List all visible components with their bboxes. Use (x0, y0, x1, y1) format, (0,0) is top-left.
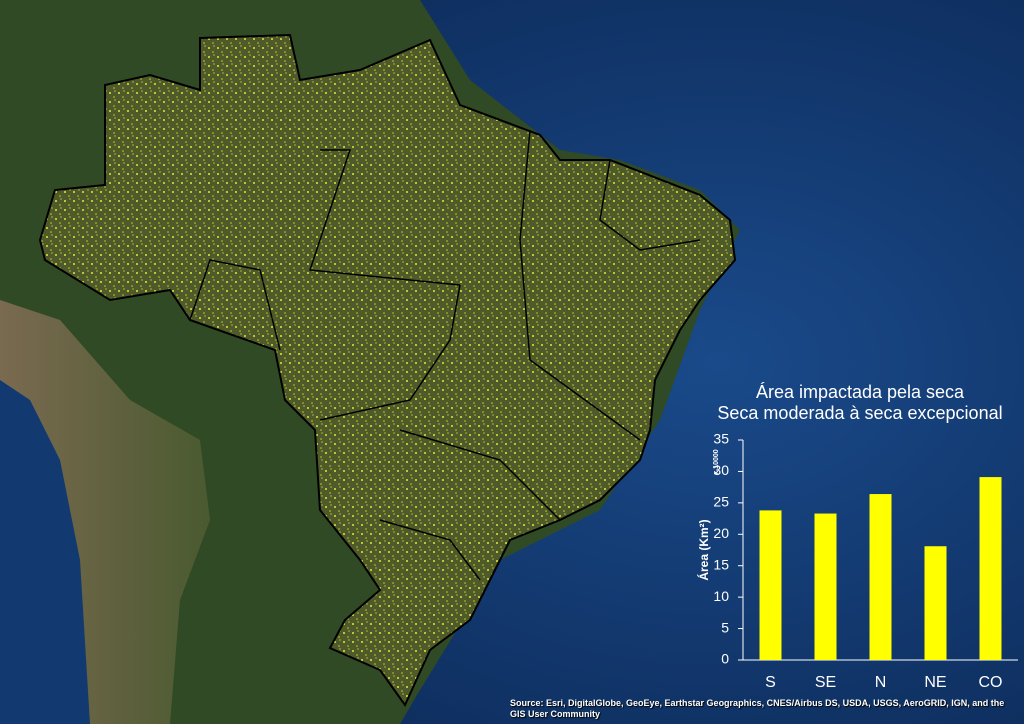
y-tick-label: 0 (721, 651, 729, 667)
bar (814, 513, 837, 660)
x-tick-label: N (875, 674, 887, 691)
x-tick-label: SE (815, 674, 836, 691)
x-tick-label: NE (924, 674, 946, 691)
y-tick-label: 25 (713, 494, 729, 510)
bar (759, 510, 782, 660)
bar (924, 546, 947, 660)
x-tick-label: CO (979, 674, 1003, 691)
y-tick-label: 10 (713, 588, 729, 604)
y-tick-label: 30 (713, 462, 729, 478)
state-borders (189, 129, 701, 581)
pacific (0, 380, 90, 724)
bar (869, 494, 892, 660)
y-tick-label: 35 (713, 431, 729, 447)
chart-subtitle: Seca moderada à seca excepcional (717, 403, 1002, 423)
x-tick-label: S (765, 674, 776, 691)
y-axis-label: Área (Km²) (696, 519, 711, 580)
source-credit: Source: Esri, DigitalGlobe, GeoEye, Eart… (510, 698, 1005, 719)
bar (979, 477, 1002, 660)
y-tick-label: 5 (721, 619, 729, 635)
chart-title: Área impactada pela seca (756, 382, 965, 402)
y-tick-label: 20 (713, 525, 729, 541)
y-tick-label: 15 (713, 556, 729, 572)
y-multiplier: x 10000 (713, 449, 720, 474)
brazil (38, 33, 737, 707)
